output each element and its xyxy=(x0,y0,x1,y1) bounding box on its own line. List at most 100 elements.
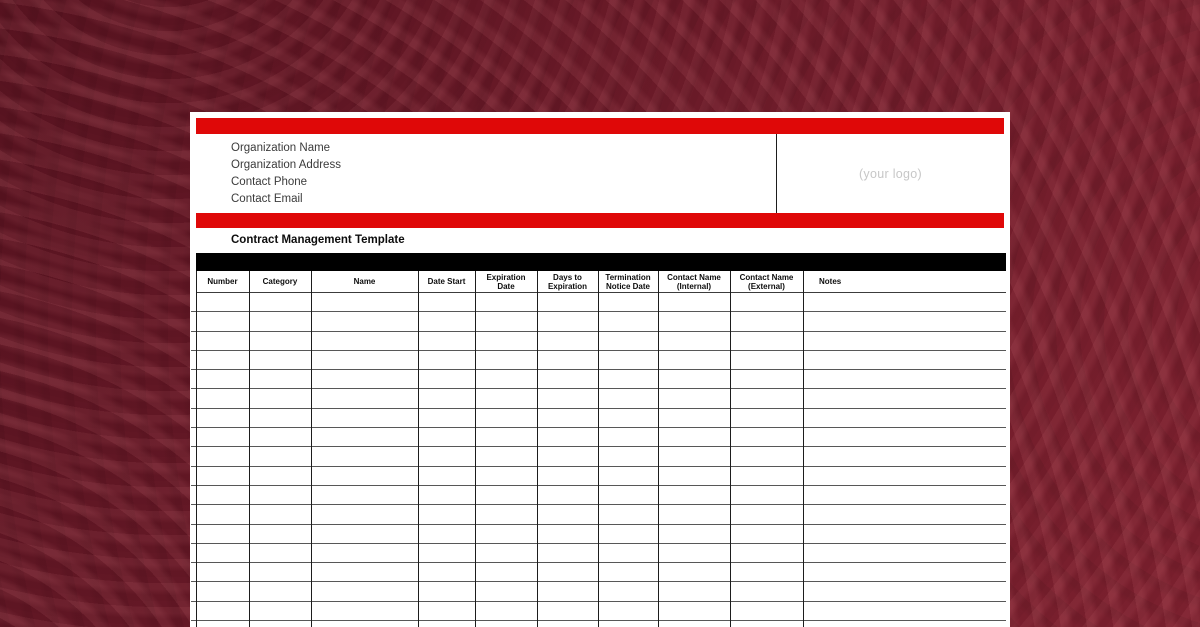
table-cell[interactable] xyxy=(803,467,1006,485)
table-cell[interactable] xyxy=(196,602,249,620)
table-cell[interactable] xyxy=(418,544,475,562)
logo-area[interactable]: (your logo) xyxy=(777,134,1004,213)
table-cell[interactable] xyxy=(730,447,803,465)
table-cell[interactable] xyxy=(249,602,311,620)
table-cell[interactable] xyxy=(598,447,658,465)
table-cell[interactable] xyxy=(196,582,249,600)
table-cell[interactable] xyxy=(196,428,249,446)
table-cell[interactable] xyxy=(537,312,598,330)
table-cell[interactable] xyxy=(803,409,1006,427)
table-cell[interactable] xyxy=(803,582,1006,600)
table-cell[interactable] xyxy=(598,582,658,600)
table-cell[interactable] xyxy=(196,447,249,465)
table-cell[interactable] xyxy=(311,351,418,369)
table-cell[interactable] xyxy=(658,428,730,446)
table-cell[interactable] xyxy=(537,621,598,627)
table-cell[interactable] xyxy=(598,428,658,446)
table-cell[interactable] xyxy=(475,312,537,330)
table-cell[interactable] xyxy=(537,602,598,620)
table-cell[interactable] xyxy=(537,467,598,485)
table-cell[interactable] xyxy=(658,505,730,523)
table-cell[interactable] xyxy=(537,563,598,581)
table-cell[interactable] xyxy=(311,332,418,350)
table-cell[interactable] xyxy=(311,505,418,523)
table-cell[interactable] xyxy=(598,293,658,311)
table-cell[interactable] xyxy=(311,370,418,388)
table-cell[interactable] xyxy=(658,467,730,485)
table-cell[interactable] xyxy=(418,621,475,627)
table-cell[interactable] xyxy=(311,428,418,446)
table-cell[interactable] xyxy=(803,602,1006,620)
table-cell[interactable] xyxy=(658,582,730,600)
table-cell[interactable] xyxy=(803,370,1006,388)
table-cell[interactable] xyxy=(658,409,730,427)
table-cell[interactable] xyxy=(537,544,598,562)
table-cell[interactable] xyxy=(196,621,249,627)
table-cell[interactable] xyxy=(803,428,1006,446)
table-cell[interactable] xyxy=(418,409,475,427)
table-cell[interactable] xyxy=(730,467,803,485)
table-cell[interactable] xyxy=(475,351,537,369)
table-cell[interactable] xyxy=(311,525,418,543)
table-cell[interactable] xyxy=(730,486,803,504)
table-cell[interactable] xyxy=(730,312,803,330)
table-cell[interactable] xyxy=(196,293,249,311)
org-info-line[interactable]: Organization Name xyxy=(231,142,331,154)
table-cell[interactable] xyxy=(537,332,598,350)
table-cell[interactable] xyxy=(658,293,730,311)
table-cell[interactable] xyxy=(196,486,249,504)
table-cell[interactable] xyxy=(803,332,1006,350)
table-cell[interactable] xyxy=(537,293,598,311)
table-cell[interactable] xyxy=(249,389,311,407)
table-cell[interactable] xyxy=(730,505,803,523)
table-cell[interactable] xyxy=(311,409,418,427)
table-cell[interactable] xyxy=(803,525,1006,543)
table-cell[interactable] xyxy=(730,563,803,581)
table-cell[interactable] xyxy=(537,370,598,388)
table-cell[interactable] xyxy=(196,563,249,581)
table-cell[interactable] xyxy=(475,563,537,581)
table-cell[interactable] xyxy=(249,563,311,581)
table-cell[interactable] xyxy=(803,389,1006,407)
table-cell[interactable] xyxy=(475,293,537,311)
table-cell[interactable] xyxy=(418,389,475,407)
table-cell[interactable] xyxy=(537,505,598,523)
org-info-line[interactable]: Organization Address xyxy=(231,159,341,171)
table-cell[interactable] xyxy=(730,621,803,627)
table-cell[interactable] xyxy=(598,312,658,330)
table-cell[interactable] xyxy=(249,370,311,388)
table-cell[interactable] xyxy=(730,389,803,407)
table-cell[interactable] xyxy=(311,293,418,311)
table-cell[interactable] xyxy=(196,370,249,388)
table-cell[interactable] xyxy=(249,621,311,627)
table-cell[interactable] xyxy=(249,544,311,562)
table-cell[interactable] xyxy=(803,312,1006,330)
table-cell[interactable] xyxy=(475,447,537,465)
table-cell[interactable] xyxy=(598,525,658,543)
table-cell[interactable] xyxy=(598,505,658,523)
table-cell[interactable] xyxy=(249,351,311,369)
table-cell[interactable] xyxy=(418,351,475,369)
table-cell[interactable] xyxy=(803,293,1006,311)
table-cell[interactable] xyxy=(803,505,1006,523)
table-cell[interactable] xyxy=(249,486,311,504)
table-cell[interactable] xyxy=(418,428,475,446)
table-cell[interactable] xyxy=(730,293,803,311)
table-cell[interactable] xyxy=(598,486,658,504)
table-cell[interactable] xyxy=(418,467,475,485)
table-cell[interactable] xyxy=(196,332,249,350)
table-cell[interactable] xyxy=(311,563,418,581)
table-cell[interactable] xyxy=(475,505,537,523)
table-cell[interactable] xyxy=(418,505,475,523)
table-cell[interactable] xyxy=(196,351,249,369)
table-cell[interactable] xyxy=(598,409,658,427)
table-cell[interactable] xyxy=(311,312,418,330)
table-cell[interactable] xyxy=(730,351,803,369)
table-cell[interactable] xyxy=(196,544,249,562)
table-cell[interactable] xyxy=(598,621,658,627)
table-cell[interactable] xyxy=(196,312,249,330)
org-info-line[interactable]: Contact Phone xyxy=(231,176,308,188)
table-cell[interactable] xyxy=(196,467,249,485)
table-cell[interactable] xyxy=(598,389,658,407)
table-cell[interactable] xyxy=(475,332,537,350)
